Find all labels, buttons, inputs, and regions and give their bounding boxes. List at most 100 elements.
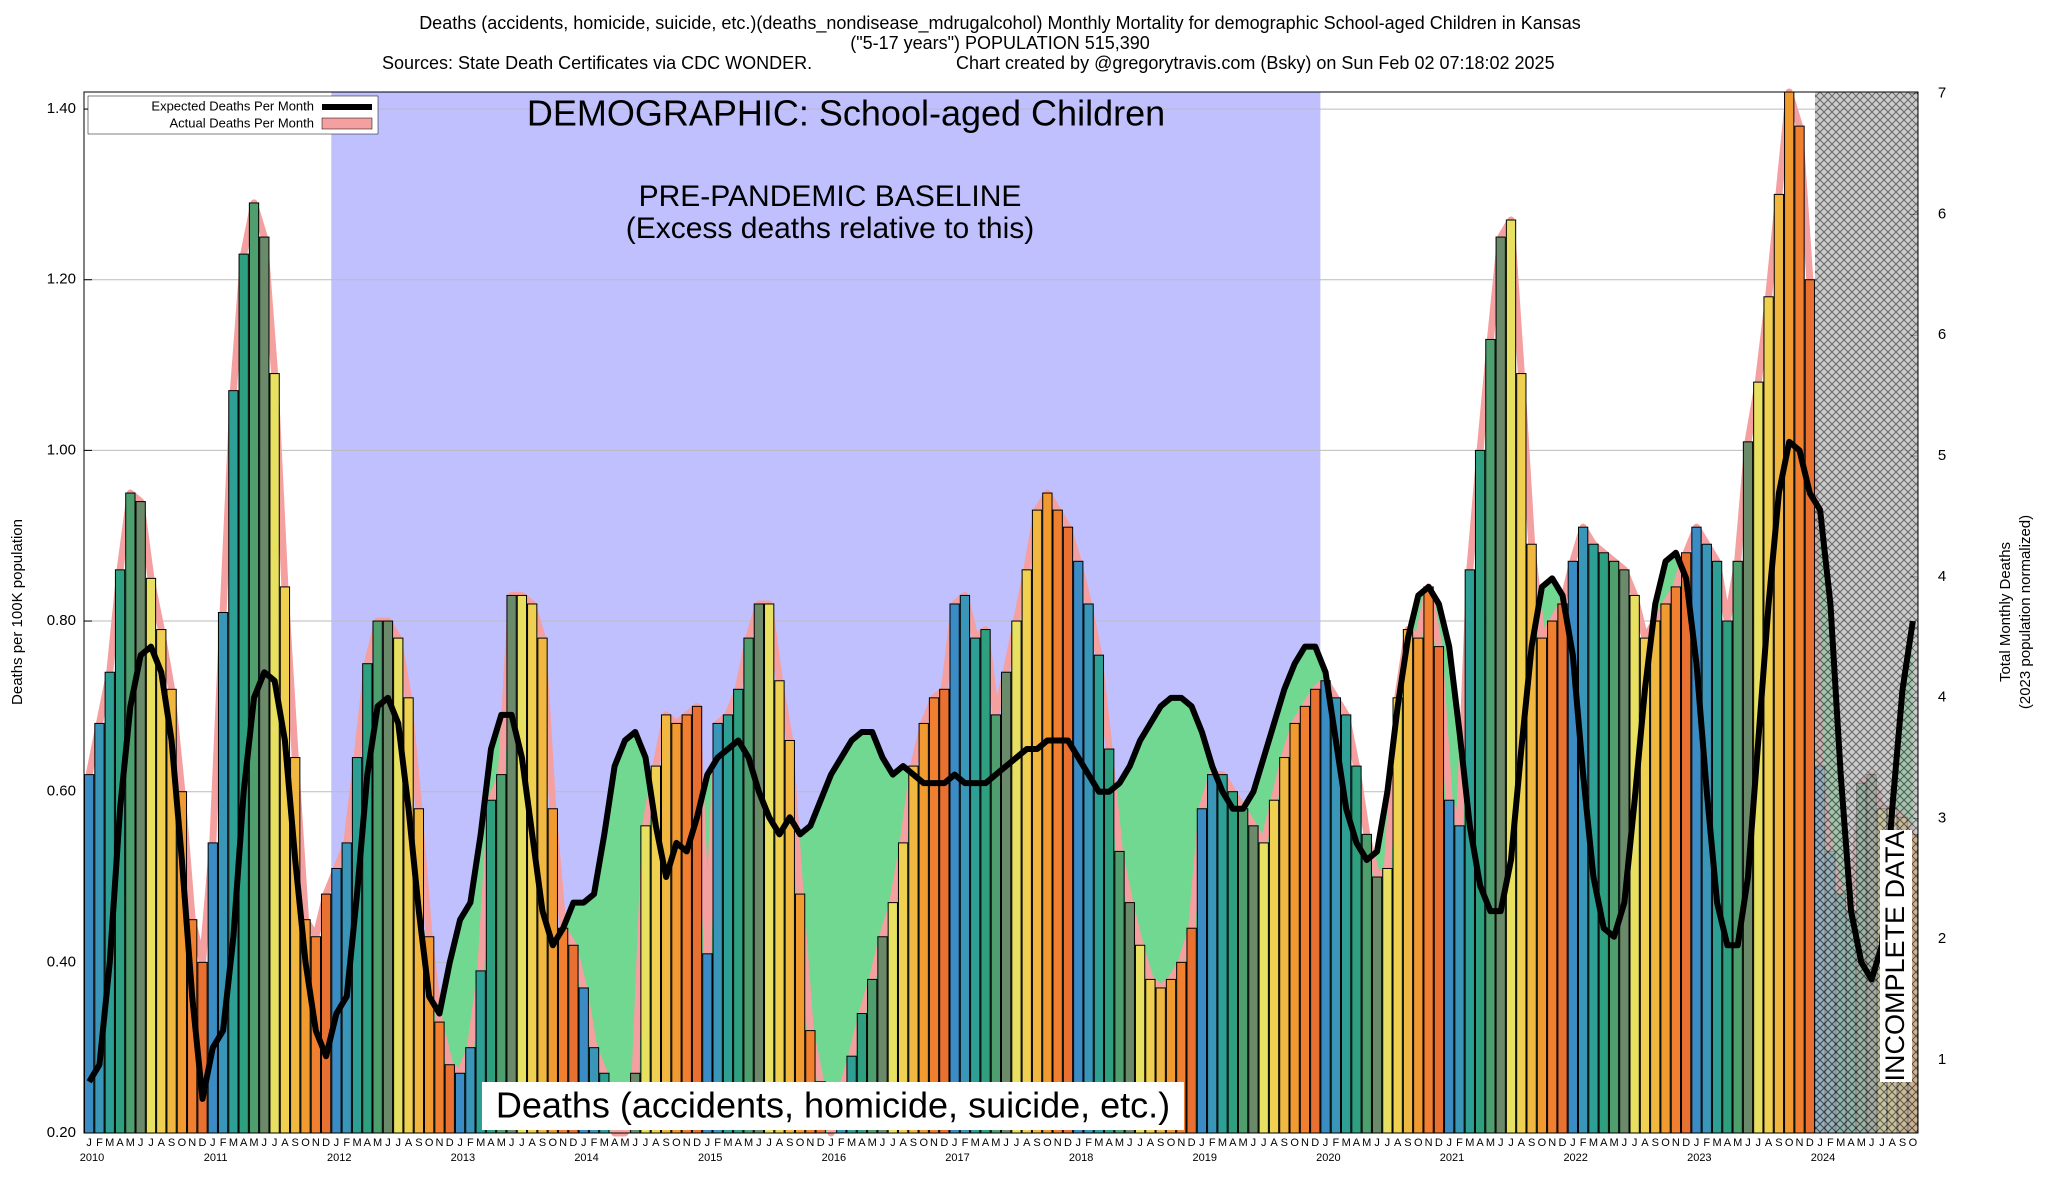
bar xyxy=(1423,586,1434,1134)
bar xyxy=(1732,560,1743,1134)
bar xyxy=(1763,296,1774,1134)
expected-line xyxy=(86,438,1916,1102)
x-tick-label: M xyxy=(744,1137,753,1149)
bar xyxy=(691,705,703,1134)
year-label: 2011 xyxy=(204,1152,228,1164)
x-tick-label: J xyxy=(1622,1137,1628,1149)
x-tick-label: S xyxy=(1033,1137,1040,1149)
x-tick-label: J xyxy=(1014,1137,1020,1149)
y-tick-label: 0.20 xyxy=(47,1124,76,1141)
bar xyxy=(1547,620,1558,1134)
x-tick-label: M xyxy=(249,1137,258,1149)
bar xyxy=(1258,842,1269,1134)
y2-tick-label: 4 xyxy=(1938,689,1946,706)
x-tick-label: J xyxy=(519,1137,525,1149)
x-tick-label: A xyxy=(487,1137,495,1149)
x-tick-label: N xyxy=(930,1137,938,1149)
baseline-label: PRE-PANDEMIC BASELINE xyxy=(639,180,1022,213)
x-tick-label: J xyxy=(1446,1137,1452,1149)
x-tick-label: J xyxy=(581,1137,587,1149)
x-tick-label: S xyxy=(910,1137,917,1149)
bar xyxy=(733,688,744,1134)
legend-label: Expected Deaths Per Month xyxy=(151,98,314,113)
x-tick-label: A xyxy=(1106,1137,1114,1149)
bar xyxy=(1052,509,1063,1134)
bar xyxy=(1413,637,1424,1134)
x-tick-label: N xyxy=(188,1137,196,1149)
x-tick-label: M xyxy=(1486,1137,1495,1149)
y-axis-label: Deaths per 100K population xyxy=(9,519,26,705)
x-tick-label: M xyxy=(1609,1137,1618,1149)
x-tick-label: O xyxy=(1167,1137,1176,1149)
x-tick-label: M xyxy=(1733,1137,1742,1149)
x-tick-label: A xyxy=(1229,1137,1237,1149)
x-tick-label: D xyxy=(693,1137,701,1149)
bar xyxy=(331,867,342,1134)
bar xyxy=(135,501,146,1134)
x-tick-label: J xyxy=(86,1137,92,1149)
x-tick-label: M xyxy=(868,1137,877,1149)
x-tick-label: J xyxy=(1817,1137,1823,1149)
year-label: 2013 xyxy=(451,1152,475,1164)
x-tick-label: M xyxy=(105,1137,114,1149)
credit: Chart created by @gregorytravis.com (Bsk… xyxy=(956,53,1555,73)
x-tick-label: D xyxy=(199,1137,207,1149)
x-tick-label: J xyxy=(756,1137,762,1149)
x-tick-label: D xyxy=(1559,1137,1567,1149)
x-tick-label: N xyxy=(806,1137,814,1149)
x-tick-label: J xyxy=(828,1137,834,1149)
bar xyxy=(1608,560,1620,1134)
x-tick-label: M xyxy=(373,1137,382,1149)
bar xyxy=(681,714,692,1134)
bar xyxy=(1505,219,1517,1134)
x-tick-label: A xyxy=(405,1137,413,1149)
legend-label: Actual Deaths Per Month xyxy=(169,115,314,130)
y2-axis-label: (2023 population normalized) xyxy=(2017,515,2034,709)
x-tick-label: J xyxy=(1385,1137,1391,1149)
x-tick-label: A xyxy=(611,1137,619,1149)
x-tick-label: O xyxy=(425,1137,434,1149)
x-tick-label: M xyxy=(1857,1137,1866,1149)
x-tick-label: M xyxy=(352,1137,361,1149)
source: Sources: State Death Certificates via CD… xyxy=(382,53,812,73)
x-tick-label: O xyxy=(672,1137,681,1149)
bar xyxy=(722,714,734,1134)
x-tick-label: M xyxy=(1589,1137,1598,1149)
x-tick-label: M xyxy=(1115,1137,1124,1149)
x-tick-label: S xyxy=(1528,1137,1535,1149)
x-tick-label: N xyxy=(1548,1137,1556,1149)
y2-tick-label: 7 xyxy=(1938,85,1946,102)
bar xyxy=(753,603,765,1134)
x-tick-label: N xyxy=(312,1137,320,1149)
bottom-label: Deaths (accidents, homicide, suicide, et… xyxy=(496,1085,1170,1126)
x-tick-label: F xyxy=(962,1137,969,1149)
bar xyxy=(1351,765,1362,1134)
bar xyxy=(1557,603,1568,1134)
bar xyxy=(1722,620,1733,1134)
x-tick-label: D xyxy=(1682,1137,1690,1149)
x-tick-label: S xyxy=(1652,1137,1659,1149)
bar xyxy=(1279,757,1290,1134)
bar xyxy=(1207,774,1218,1134)
bar xyxy=(1021,569,1032,1134)
bar xyxy=(506,594,517,1134)
bar xyxy=(1196,808,1208,1134)
bar xyxy=(1073,560,1084,1134)
bar xyxy=(228,390,239,1134)
x-tick-label: N xyxy=(1796,1137,1804,1149)
year-label: 2024 xyxy=(1811,1152,1835,1164)
chart-subtitle: ("5-17 years") POPULATION 515,390 xyxy=(850,33,1150,53)
x-tick-label: F xyxy=(1209,1137,1216,1149)
bar xyxy=(1227,791,1238,1134)
x-tick-label: J xyxy=(385,1137,391,1149)
x-tick-label: S xyxy=(1899,1137,1906,1149)
x-tick-label: J xyxy=(1869,1137,1875,1149)
y-tick-label: 0.40 xyxy=(47,953,76,970)
year-label: 2018 xyxy=(1069,1152,1093,1164)
y-tick-label: 0.80 xyxy=(47,612,76,629)
x-tick-label: D xyxy=(569,1137,577,1149)
x-tick-label: J xyxy=(1879,1137,1885,1149)
x-tick-label: F xyxy=(838,1137,845,1149)
x-tick-label: J xyxy=(210,1137,216,1149)
x-tick-label: A xyxy=(529,1137,537,1149)
